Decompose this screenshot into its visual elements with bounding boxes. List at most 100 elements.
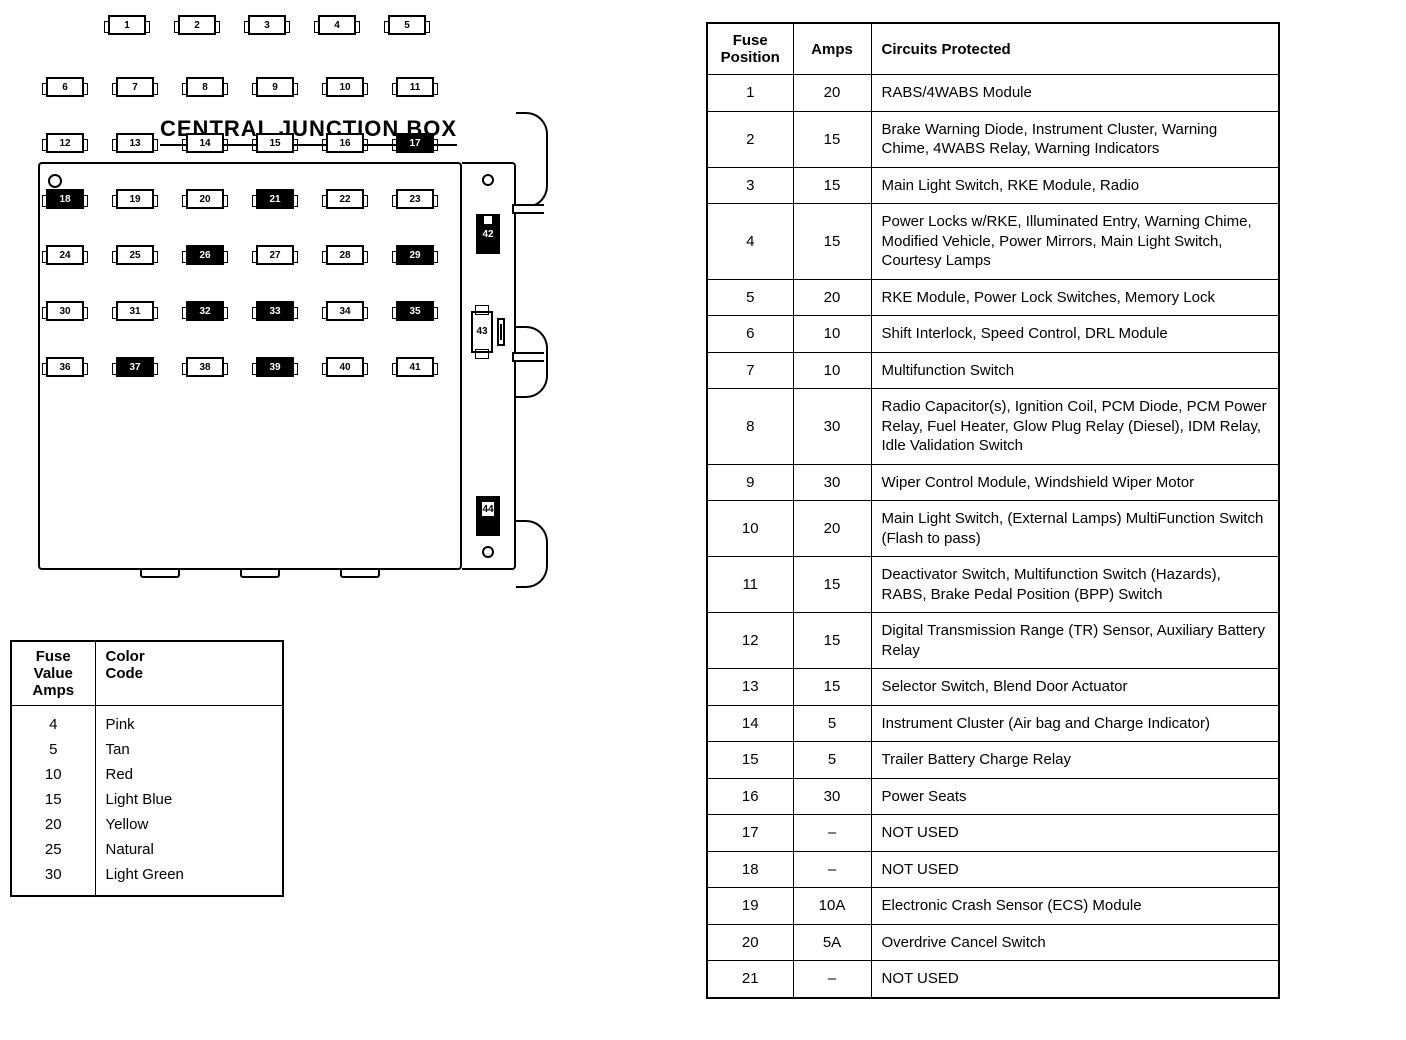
circ-pos-cell: 16 bbox=[707, 778, 793, 815]
circuits-row: 205AOverdrive Cancel Switch bbox=[707, 924, 1279, 961]
fuse-9: 9 bbox=[256, 77, 294, 97]
color-amps-cell: 25 bbox=[11, 837, 95, 862]
circ-desc-cell: NOT USED bbox=[871, 961, 1279, 998]
fuse-22: 22 bbox=[326, 189, 364, 209]
fuse-17: 17 bbox=[396, 133, 434, 153]
circ-desc-cell: RABS/4WABS Module bbox=[871, 75, 1279, 112]
circ-desc-cell: Wiper Control Module, Windshield Wiper M… bbox=[871, 464, 1279, 501]
circ-amps-cell: 20 bbox=[793, 75, 871, 112]
fuse-21: 21 bbox=[256, 189, 294, 209]
color-code-table: Fuse Value Amps Color Code 4Pink5Tan10Re… bbox=[10, 640, 284, 897]
fuse-10: 10 bbox=[326, 77, 364, 97]
circuits-row: 155Trailer Battery Charge Relay bbox=[707, 742, 1279, 779]
fuse-1: 1 bbox=[108, 15, 146, 35]
fuse-28: 28 bbox=[326, 245, 364, 265]
fuse-41: 41 bbox=[396, 357, 434, 377]
connector-loop-icon bbox=[516, 520, 548, 588]
circ-pos-cell: 11 bbox=[707, 557, 793, 613]
fuse-5: 5 bbox=[388, 15, 426, 35]
circ-pos-cell: 5 bbox=[707, 279, 793, 316]
fuse-29: 29 bbox=[396, 245, 434, 265]
color-th-amps: Fuse Value Amps bbox=[11, 641, 95, 706]
color-name-cell: Yellow bbox=[95, 812, 283, 837]
relay-42: 42 bbox=[476, 214, 500, 254]
fuse-11: 11 bbox=[396, 77, 434, 97]
fuse-34: 34 bbox=[326, 301, 364, 321]
circ-th-amps: Amps bbox=[793, 23, 871, 75]
circ-pos-cell: 1 bbox=[707, 75, 793, 112]
side-relay-panel: 42 43 44 bbox=[462, 162, 516, 570]
fuse-20: 20 bbox=[186, 189, 224, 209]
circ-desc-cell: Power Locks w/RKE, Illuminated Entry, Wa… bbox=[871, 204, 1279, 280]
circ-desc-cell: Power Seats bbox=[871, 778, 1279, 815]
circuits-row: 120RABS/4WABS Module bbox=[707, 75, 1279, 112]
fuse-23: 23 bbox=[396, 189, 434, 209]
circuits-row: 1315Selector Switch, Blend Door Actuator bbox=[707, 669, 1279, 706]
color-amps-cell: 4 bbox=[11, 706, 95, 738]
fuse-3: 3 bbox=[248, 15, 286, 35]
relay-44: 44 bbox=[476, 496, 500, 536]
fuse-33: 33 bbox=[256, 301, 294, 321]
circ-pos-cell: 17 bbox=[707, 815, 793, 852]
circ-amps-cell: 15 bbox=[793, 204, 871, 280]
fuse-38: 38 bbox=[186, 357, 224, 377]
circuits-row: 17–NOT USED bbox=[707, 815, 1279, 852]
fuse-19: 19 bbox=[116, 189, 154, 209]
color-name-cell: Light Blue bbox=[95, 787, 283, 812]
circ-pos-cell: 18 bbox=[707, 851, 793, 888]
fuse-31: 31 bbox=[116, 301, 154, 321]
circ-pos-cell: 20 bbox=[707, 924, 793, 961]
circ-pos-cell: 2 bbox=[707, 111, 793, 167]
color-name-cell: Natural bbox=[95, 837, 283, 862]
color-name-cell: Tan bbox=[95, 737, 283, 762]
circuits-row: 830Radio Capacitor(s), Ignition Coil, PC… bbox=[707, 389, 1279, 465]
circ-amps-cell: 5A bbox=[793, 924, 871, 961]
fuse-37: 37 bbox=[116, 357, 154, 377]
mini-connector-icon bbox=[497, 318, 505, 346]
circ-pos-cell: 6 bbox=[707, 316, 793, 353]
connector-tab-icon bbox=[512, 352, 544, 362]
fuse-13: 13 bbox=[116, 133, 154, 153]
circ-amps-cell: – bbox=[793, 815, 871, 852]
circuits-row: 21–NOT USED bbox=[707, 961, 1279, 998]
circ-amps-cell: 20 bbox=[793, 501, 871, 557]
circ-pos-cell: 12 bbox=[707, 613, 793, 669]
fuse-24: 24 bbox=[46, 245, 84, 265]
color-name-cell: Pink bbox=[95, 706, 283, 738]
relay-43: 43 bbox=[471, 311, 493, 353]
circuits-row: 520RKE Module, Power Lock Switches, Memo… bbox=[707, 279, 1279, 316]
circ-amps-cell: 5 bbox=[793, 742, 871, 779]
fuse-35: 35 bbox=[396, 301, 434, 321]
circ-desc-cell: Selector Switch, Blend Door Actuator bbox=[871, 669, 1279, 706]
circ-desc-cell: Shift Interlock, Speed Control, DRL Modu… bbox=[871, 316, 1279, 353]
circuits-row: 930Wiper Control Module, Windshield Wipe… bbox=[707, 464, 1279, 501]
fuse-32: 32 bbox=[186, 301, 224, 321]
fuse-26: 26 bbox=[186, 245, 224, 265]
circ-amps-cell: – bbox=[793, 961, 871, 998]
circ-th-desc: Circuits Protected bbox=[871, 23, 1279, 75]
color-name-cell: Red bbox=[95, 762, 283, 787]
circuits-row: 145Instrument Cluster (Air bag and Charg… bbox=[707, 705, 1279, 742]
circ-pos-cell: 14 bbox=[707, 705, 793, 742]
circ-pos-cell: 7 bbox=[707, 352, 793, 389]
color-amps-cell: 30 bbox=[11, 862, 95, 896]
circ-pos-cell: 15 bbox=[707, 742, 793, 779]
color-th-color: Color Code bbox=[95, 641, 283, 706]
circuits-row: 610Shift Interlock, Speed Control, DRL M… bbox=[707, 316, 1279, 353]
fuse-18: 18 bbox=[46, 189, 84, 209]
circuits-row: 18–NOT USED bbox=[707, 851, 1279, 888]
circ-desc-cell: Instrument Cluster (Air bag and Charge I… bbox=[871, 705, 1279, 742]
circ-pos-cell: 3 bbox=[707, 167, 793, 204]
circ-desc-cell: NOT USED bbox=[871, 851, 1279, 888]
circ-amps-cell: 10A bbox=[793, 888, 871, 925]
fuse-6: 6 bbox=[46, 77, 84, 97]
circ-desc-cell: Main Light Switch, (External Lamps) Mult… bbox=[871, 501, 1279, 557]
circ-desc-cell: Main Light Switch, RKE Module, Radio bbox=[871, 167, 1279, 204]
fuse-25: 25 bbox=[116, 245, 154, 265]
circ-amps-cell: 30 bbox=[793, 389, 871, 465]
circ-desc-cell: Electronic Crash Sensor (ECS) Module bbox=[871, 888, 1279, 925]
circ-pos-cell: 4 bbox=[707, 204, 793, 280]
circ-amps-cell: 15 bbox=[793, 613, 871, 669]
color-amps-cell: 20 bbox=[11, 812, 95, 837]
color-name-cell: Light Green bbox=[95, 862, 283, 896]
